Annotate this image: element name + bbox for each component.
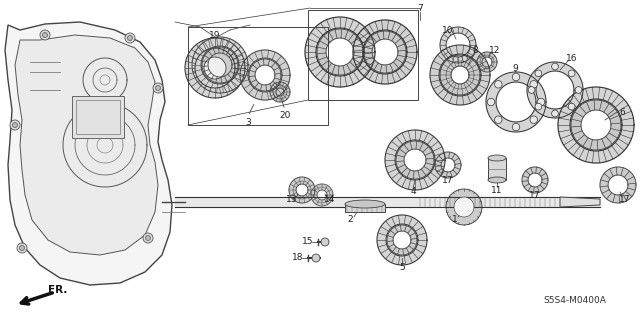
Text: 13: 13 (286, 196, 298, 204)
Text: 8: 8 (472, 45, 478, 54)
Text: FR.: FR. (48, 285, 67, 295)
Text: 18: 18 (292, 253, 304, 262)
Text: 2: 2 (347, 215, 353, 225)
Polygon shape (15, 35, 158, 255)
Text: 5: 5 (399, 262, 405, 271)
Circle shape (143, 233, 153, 243)
Circle shape (312, 254, 320, 262)
Text: 10: 10 (442, 26, 454, 35)
Polygon shape (560, 197, 600, 207)
Circle shape (552, 63, 558, 70)
Circle shape (125, 33, 135, 43)
Circle shape (528, 87, 535, 93)
Text: 17: 17 (529, 190, 541, 199)
Circle shape (10, 120, 20, 130)
Bar (488, 158, 506, 180)
Ellipse shape (488, 177, 506, 183)
Circle shape (575, 87, 582, 93)
Ellipse shape (345, 200, 385, 208)
Text: 17: 17 (442, 175, 454, 185)
Circle shape (530, 81, 538, 88)
Text: 20: 20 (279, 110, 291, 119)
Bar (308, 10, 418, 100)
Polygon shape (5, 22, 172, 285)
Circle shape (535, 70, 541, 77)
Circle shape (153, 83, 163, 93)
Bar (188, 27, 328, 125)
Circle shape (156, 85, 161, 91)
Circle shape (530, 116, 538, 124)
Text: 19: 19 (209, 30, 221, 39)
Circle shape (454, 197, 474, 217)
Circle shape (321, 238, 329, 246)
Circle shape (17, 243, 27, 253)
Text: 4: 4 (410, 188, 416, 196)
Bar (345, 204, 385, 212)
Circle shape (495, 81, 502, 88)
Text: 12: 12 (490, 45, 500, 54)
Circle shape (495, 116, 502, 124)
Text: S5S4-M0400A: S5S4-M0400A (543, 296, 607, 305)
Ellipse shape (488, 155, 506, 161)
Circle shape (487, 98, 495, 106)
Text: 3: 3 (245, 117, 251, 126)
Circle shape (40, 30, 50, 40)
Circle shape (568, 103, 575, 110)
Text: 7: 7 (417, 4, 423, 12)
Text: 17: 17 (620, 196, 631, 204)
Circle shape (196, 49, 234, 87)
Text: 11: 11 (492, 186, 503, 195)
Circle shape (204, 57, 226, 79)
Circle shape (19, 245, 24, 251)
Text: 15: 15 (302, 237, 314, 246)
Circle shape (537, 98, 545, 106)
Text: 14: 14 (324, 196, 336, 204)
Text: 1: 1 (452, 215, 458, 225)
Bar (72, 96, 124, 138)
Circle shape (145, 236, 150, 241)
Circle shape (42, 33, 47, 37)
Circle shape (13, 123, 17, 127)
Circle shape (127, 36, 132, 41)
Text: 9: 9 (512, 63, 518, 73)
Circle shape (552, 110, 558, 117)
Circle shape (535, 103, 541, 110)
Circle shape (568, 70, 575, 77)
Circle shape (446, 189, 482, 225)
Text: 6: 6 (619, 108, 625, 116)
Circle shape (512, 123, 520, 131)
Circle shape (512, 73, 520, 81)
Bar (76, 100, 120, 134)
Text: 16: 16 (566, 53, 578, 62)
